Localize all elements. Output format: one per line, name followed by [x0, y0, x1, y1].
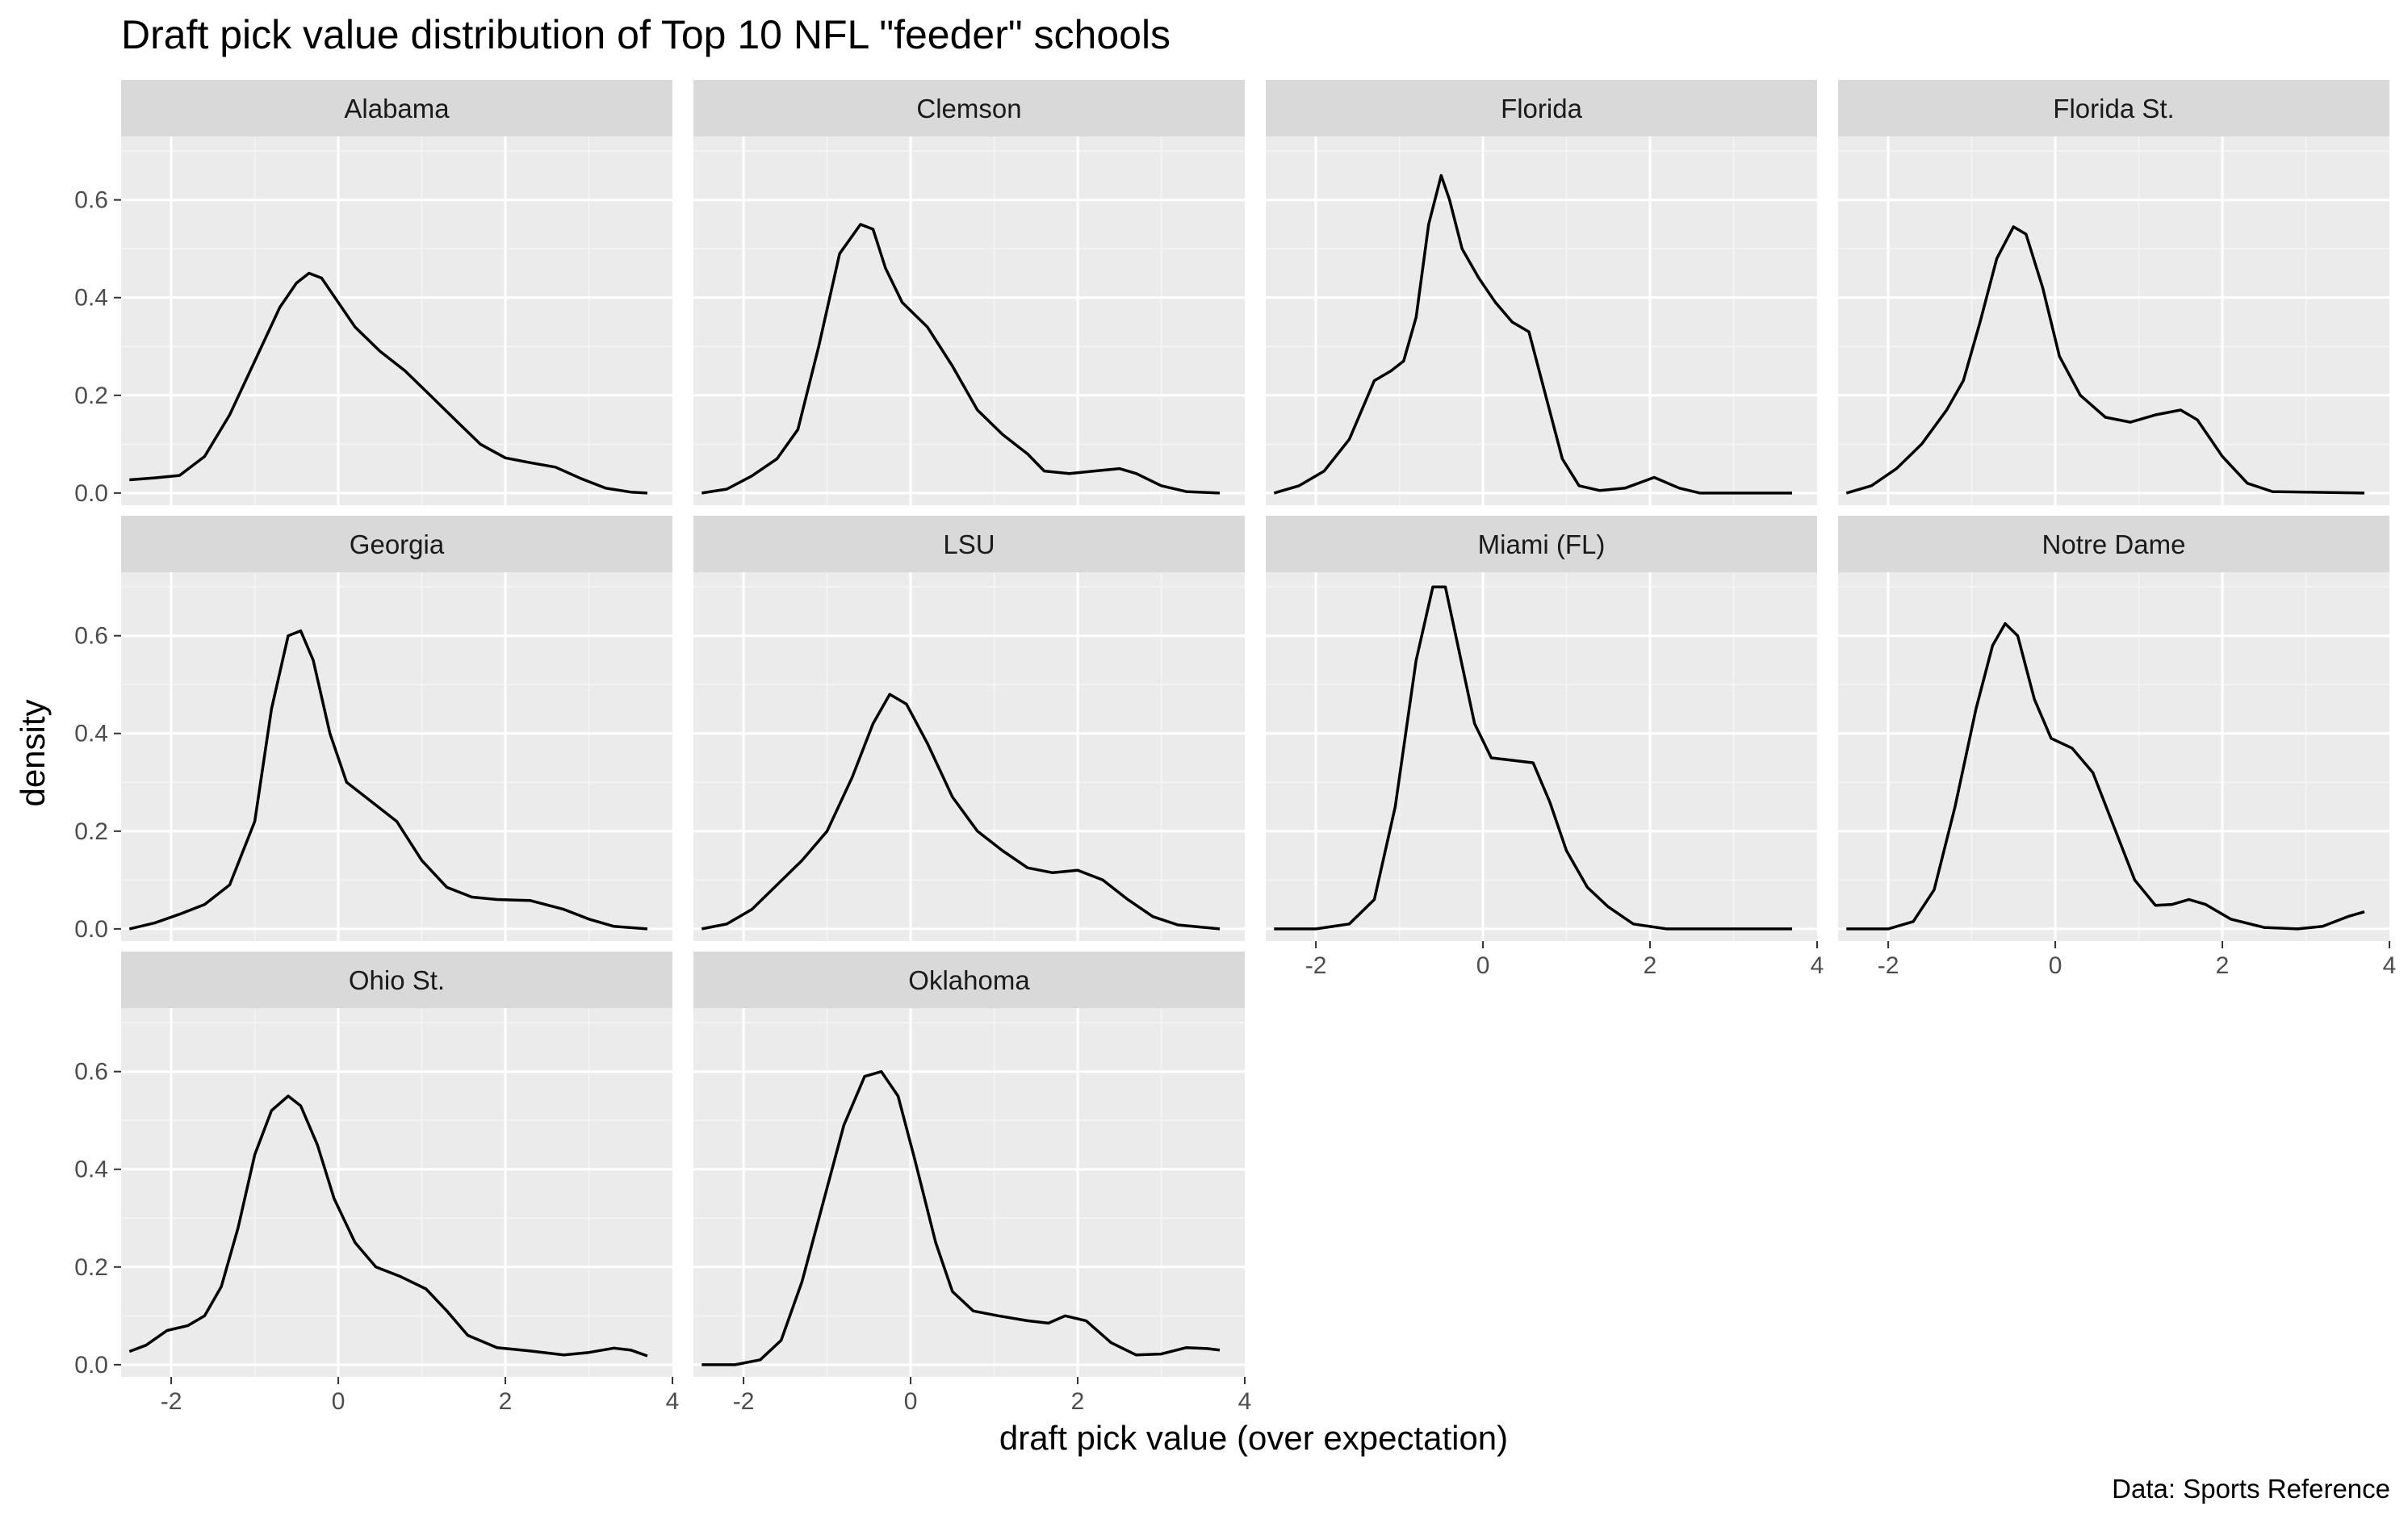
y-tick-label: 0.4	[74, 721, 108, 747]
facet-strip-label: Alabama	[344, 94, 450, 123]
x-tick-label: 2	[1644, 952, 1657, 979]
facet-panel-florida: Florida	[1266, 80, 1817, 505]
facet-panel-florida-st: Florida St.	[1838, 80, 2389, 505]
facet-panel-notre-dame: Notre Dame -2 0 2 4	[1838, 516, 2396, 979]
density-line-oklahoma	[701, 1069, 1221, 1366]
density-line-ohio-st	[128, 1094, 648, 1358]
density-line-florida-st	[1845, 225, 2365, 495]
x-tick-label: 0	[904, 1388, 918, 1415]
facet-strip-label: Ohio St.	[349, 965, 445, 995]
x-tick-label: 4	[2383, 952, 2397, 979]
panel-background	[1266, 572, 1817, 941]
facet-panel-clemson: Clemson	[693, 80, 1245, 505]
x-tick-label: 0	[332, 1388, 345, 1415]
y-tick-label: 0.0	[74, 480, 108, 507]
y-tick-label: 0.4	[74, 1157, 108, 1183]
density-line-miami-fl	[1274, 585, 1792, 931]
x-tick-label: 2	[499, 1388, 513, 1415]
density-line-notre-dame	[1846, 621, 2365, 931]
facet-panel-georgia: Georgia 0.0 0.2 0.4 0.6	[74, 516, 672, 943]
facet-strip-label: Miami (FL)	[1478, 529, 1606, 559]
y-tick-label: 0.2	[74, 383, 108, 409]
facet-strip	[121, 952, 672, 1008]
density-line-florida	[1273, 174, 1792, 495]
facet-strip-label: Notre Dame	[2042, 529, 2186, 559]
density-line-alabama	[129, 271, 648, 495]
x-tick-label: 4	[666, 1388, 680, 1415]
facet-strip	[693, 952, 1245, 1008]
density-line-georgia	[128, 629, 648, 931]
x-tick-label: -2	[733, 1388, 755, 1415]
y-tick-label: 0.0	[74, 916, 108, 943]
facet-panel-alabama: Alabama 0.0 0.2 0.4 0.6	[74, 80, 672, 507]
facet-panel-ohio-st: Ohio St. 0.0 0.2 0.4 0.6 -2 0 2 4	[74, 952, 679, 1415]
caption: Data: Sports Reference	[2112, 1474, 2390, 1504]
facet-strip	[693, 80, 1245, 136]
panel-background	[121, 1008, 672, 1377]
y-tick-label: 0.0	[74, 1352, 108, 1379]
y-tick-label: 0.2	[74, 1254, 108, 1281]
y-tick-label: 0.6	[74, 187, 108, 214]
x-tick-label: 2	[2216, 952, 2230, 979]
panel-background	[121, 572, 672, 941]
facet-strip	[1266, 516, 1817, 572]
x-tick-label: 2	[1071, 1388, 1085, 1415]
panel-background	[1838, 572, 2389, 941]
facet-strip	[1838, 80, 2389, 136]
facet-panel-oklahoma: Oklahoma -2 0 2 4	[693, 952, 1251, 1415]
facet-strip	[121, 516, 672, 572]
x-tick-label: -2	[1305, 952, 1327, 979]
facet-strip	[1266, 80, 1817, 136]
x-axis-title: draft pick value (over expectation)	[999, 1419, 1508, 1457]
facet-strip-label: Clemson	[916, 94, 1021, 123]
x-tick-label: 0	[2049, 952, 2063, 979]
facet-panel-lsu: LSU	[693, 516, 1245, 941]
facet-panel-miami-fl: Miami (FL) -2 0 2 4	[1266, 516, 1824, 979]
panel-background	[693, 1008, 1245, 1377]
x-tick-label: -2	[161, 1388, 182, 1415]
facet-strip-label: Florida	[1501, 94, 1583, 123]
facet-strip	[121, 80, 672, 136]
facet-strip	[1838, 516, 2389, 572]
panel-background	[1838, 136, 2389, 505]
facet-strip-label: Florida St.	[2053, 94, 2174, 123]
facet-strip-label: Oklahoma	[908, 965, 1030, 995]
facet-strip	[693, 516, 1245, 572]
panel-background	[693, 136, 1245, 505]
y-axis-title: density	[14, 699, 52, 806]
x-tick-label: 0	[1476, 952, 1490, 979]
facet-strip-label: LSU	[943, 529, 995, 559]
chart-title: Draft pick value distribution of Top 10 …	[121, 12, 1170, 57]
x-tick-label: 4	[1811, 952, 1824, 979]
y-tick-label: 0.6	[74, 623, 108, 650]
y-tick-label: 0.6	[74, 1059, 108, 1086]
y-tick-label: 0.2	[74, 818, 108, 845]
panel-background	[1266, 136, 1817, 505]
facet-strip-label: Georgia	[350, 529, 445, 559]
x-tick-label: 4	[1238, 1388, 1252, 1415]
facet-panels: Alabama 0.0 0.2 0.4 0.6 Clemson Florida Florida…	[74, 80, 2396, 1415]
density-line-clemson	[701, 223, 1221, 495]
panel-background	[121, 136, 672, 505]
x-tick-label: -2	[1878, 952, 1899, 979]
density-line-lsu	[701, 692, 1221, 931]
y-tick-label: 0.4	[74, 285, 108, 312]
